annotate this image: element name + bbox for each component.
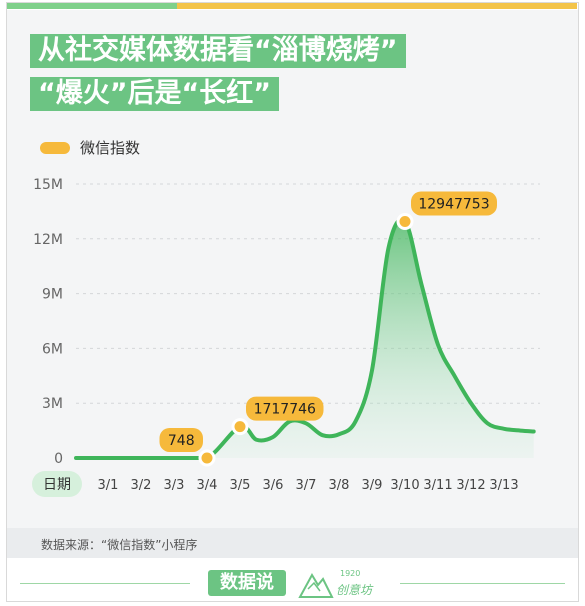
x-tick-label: 3/11: [423, 478, 452, 493]
brand-logo: 1920 创意坊: [298, 567, 378, 601]
brand-year: 1920: [340, 569, 361, 578]
mountain-icon: [298, 572, 334, 598]
footer-divider-right: [400, 583, 565, 584]
x-tick-label: 3/6: [263, 478, 284, 493]
y-tick-label: 0: [54, 451, 63, 467]
data-label: 12947753: [418, 196, 489, 212]
annotations: 748 1717746 12947753: [159, 191, 497, 467]
x-tick-label: 3/12: [456, 478, 485, 493]
data-point-marker: [198, 449, 216, 467]
frame-border: [6, 2, 579, 602]
legend-label: 微信指数: [80, 139, 141, 157]
source-bar: 数据来源：“微信指数”小程序: [7, 528, 578, 558]
data-label: 748: [168, 433, 195, 449]
title-line-1: 从社交媒体数据看“淄博烧烤”: [30, 34, 406, 68]
callout-bubble: [246, 396, 324, 421]
brand-badge: 数据说: [208, 570, 286, 596]
footer-divider-left: [20, 583, 190, 584]
x-tick-label: 3/8: [329, 478, 350, 493]
y-tick-label: 6M: [42, 341, 63, 357]
y-tick-label: 9M: [42, 287, 63, 303]
y-tick-label: 3M: [42, 396, 63, 412]
legend: 微信指数: [40, 137, 140, 158]
x-axis-title-pill: [32, 471, 82, 497]
x-tick-label: 3/4: [197, 478, 218, 493]
data-point-marker: [396, 212, 414, 230]
title-line-2: “爆火”后是“长红”: [30, 77, 279, 111]
brand-name: 创意坊: [336, 583, 373, 597]
x-tick-label: 3/9: [362, 478, 383, 493]
data-label: 1717746: [254, 402, 316, 418]
y-tick-label: 12M: [33, 232, 63, 248]
y-axis-ticks: 15M 12M 9M 6M 3M 0: [33, 177, 63, 467]
x-tick-label: 3/2: [131, 478, 152, 493]
legend-swatch: [40, 141, 70, 154]
x-tick-label: 3/7: [296, 478, 317, 493]
x-tick-label: 3/5: [230, 478, 251, 493]
x-tick-label: 3/1: [98, 478, 119, 493]
x-tick-label: 3/3: [164, 478, 185, 493]
x-tick-label: 3/10: [390, 478, 419, 493]
data-point-marker: [231, 418, 249, 436]
x-tick-label: 3/13: [489, 478, 518, 493]
x-axis-title: 日期: [43, 477, 71, 493]
grid-lines: [76, 183, 540, 404]
source-text: 数据来源：“微信指数”小程序: [41, 538, 198, 552]
x-axis: 日期 3/1 3/2 3/3 3/4 3/5 3/6 3/7 3/8 3/9 3/10 3/11 3/1…: [32, 471, 519, 497]
callout-bubble: [411, 191, 497, 216]
callout-bubble: [159, 427, 203, 452]
y-tick-label: 15M: [33, 177, 63, 193]
